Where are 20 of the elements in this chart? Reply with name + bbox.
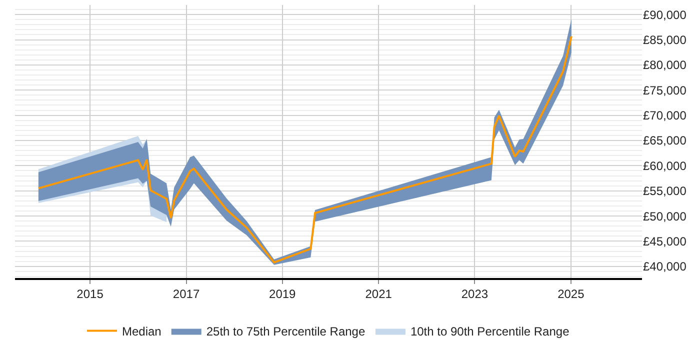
x-tick-label: 2015 [76,287,104,302]
legend-label: Median [122,324,162,338]
x-tick-label: 2023 [461,287,488,302]
x-tick-label: 2021 [365,287,392,302]
y-tick-label: £70,000 [643,108,687,123]
y-tick-label: £85,000 [643,32,687,47]
y-tick-label: £40,000 [643,260,687,274]
x-tick-label: 2017 [172,287,200,302]
x-tick-label: 2019 [269,287,296,302]
y-tick-label: £80,000 [643,58,687,72]
legend-label: 10th to 90th Percentile Range [410,324,570,338]
y-tick-label: £45,000 [643,234,687,248]
y-tick-label: £50,000 [643,209,687,224]
y-tick-label: £60,000 [643,158,687,173]
y-tick-label: £75,000 [643,83,687,98]
x-tick-label: 2025 [558,287,585,302]
y-tick-label: £65,000 [643,134,687,148]
legend-label: 25th to 75th Percentile Range [206,324,366,338]
y-tick-label: £55,000 [643,184,687,198]
y-tick-label: £90,000 [643,8,687,22]
